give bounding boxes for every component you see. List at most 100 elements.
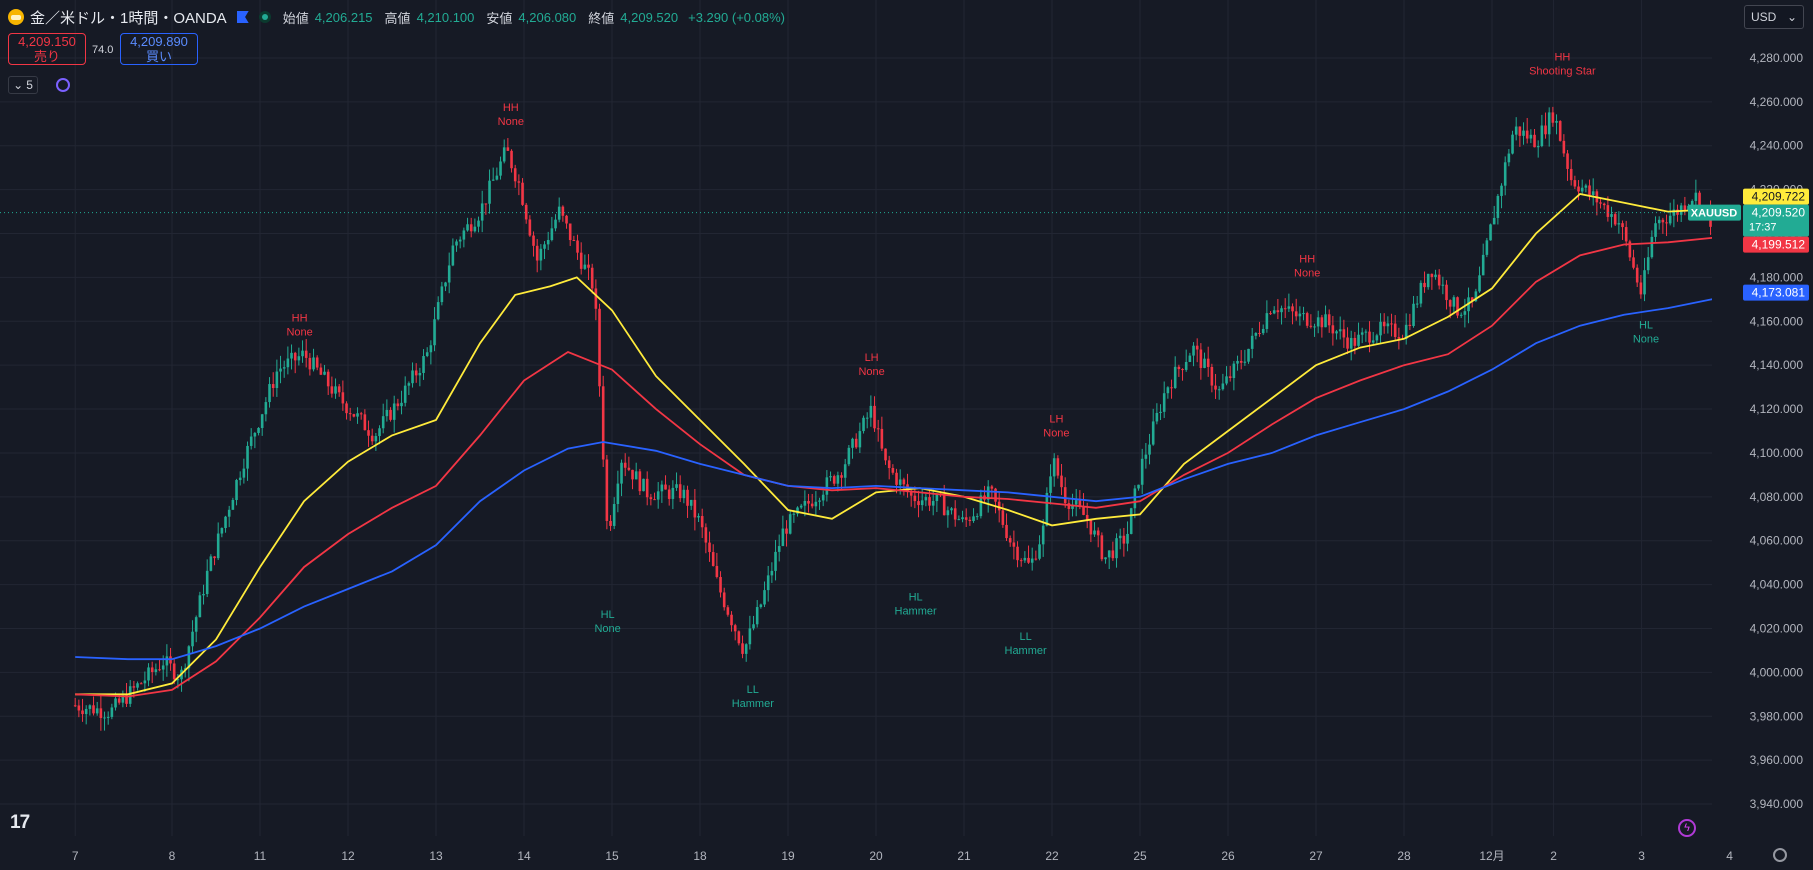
- candle-body: [418, 372, 422, 376]
- candle-body: [1621, 223, 1624, 228]
- buy-button[interactable]: 4,209.890 買い: [120, 33, 198, 65]
- candle-body: [1177, 366, 1181, 370]
- countdown-label: 17:37: [1749, 222, 1777, 234]
- candle-body: [792, 513, 796, 515]
- y-tick-label: 4,020.000: [1750, 622, 1804, 636]
- candle-body: [202, 594, 205, 596]
- candle-body: [396, 403, 400, 407]
- buy-label: 買い: [145, 49, 172, 64]
- candle-body: [840, 475, 843, 478]
- lightning-icon[interactable]: ϟ: [1678, 819, 1696, 837]
- candles: [73, 106, 1756, 731]
- candle-body: [1507, 153, 1511, 163]
- candle-body: [708, 542, 711, 553]
- candle-body: [704, 527, 708, 543]
- x-tick-label: 26: [1221, 849, 1235, 863]
- candle-body: [297, 356, 301, 361]
- candle-body: [172, 663, 176, 680]
- symbol-tag-bg: [1688, 204, 1741, 221]
- buy-price: 4,209.890: [130, 34, 188, 49]
- candle-body: [158, 669, 161, 671]
- candle-body: [341, 392, 345, 404]
- candle-body: [1580, 187, 1584, 192]
- tradingview-logo[interactable]: 17: [10, 812, 30, 834]
- candle-body: [957, 519, 961, 521]
- candle-body: [1463, 311, 1467, 315]
- candle-body: [664, 484, 667, 490]
- candle-body: [279, 368, 282, 372]
- candle-body: [1111, 550, 1115, 559]
- candle-body: [488, 180, 491, 204]
- candle-body: [1093, 530, 1096, 535]
- candle-body: [814, 501, 818, 507]
- candle-body: [433, 319, 436, 346]
- candle-body: [1536, 146, 1540, 148]
- candle-body: [1199, 349, 1203, 368]
- candle-body: [1602, 203, 1606, 206]
- candle-body: [1129, 508, 1133, 534]
- candle-body: [411, 370, 414, 384]
- candle-body: [1071, 504, 1074, 509]
- candle-body: [143, 680, 147, 684]
- indicators-toggle-button[interactable]: ⌄ 5: [8, 76, 38, 94]
- candle-body: [235, 480, 238, 501]
- indicator-sync-icon[interactable]: [56, 78, 70, 92]
- candle-body: [1217, 389, 1221, 391]
- candle-body: [1203, 358, 1206, 368]
- candle-body: [1544, 125, 1547, 135]
- candle-body: [378, 428, 381, 437]
- sell-button[interactable]: 4,209.150 売り: [8, 33, 86, 65]
- candle-body: [781, 528, 785, 547]
- candle-body: [1155, 412, 1159, 422]
- candle-body: [1533, 134, 1536, 148]
- x-tick-label: 11: [254, 849, 267, 863]
- candle-body: [825, 477, 829, 495]
- symbol-title[interactable]: 金／米ドル・1時間・OANDA: [30, 9, 227, 27]
- candle-body: [543, 244, 546, 249]
- candle-body: [686, 489, 689, 506]
- candle-body: [876, 428, 880, 430]
- currency-select[interactable]: USD ⌄: [1744, 5, 1804, 29]
- candle-body: [1188, 355, 1192, 362]
- candle-body: [1236, 360, 1239, 364]
- gear-icon[interactable]: [1773, 848, 1787, 862]
- candle-body: [246, 445, 249, 469]
- candle-body: [576, 240, 579, 253]
- candle-body: [216, 533, 220, 559]
- candle-body: [198, 595, 202, 618]
- candle-body: [1654, 223, 1657, 237]
- candle-body: [403, 385, 407, 403]
- candle-body: [367, 430, 370, 436]
- candle-body: [796, 507, 799, 514]
- candle-body: [1617, 223, 1621, 225]
- flag-icon[interactable]: [236, 11, 249, 23]
- candle-body: [1393, 323, 1397, 337]
- candle-body: [1643, 270, 1646, 295]
- candle-body: [979, 495, 983, 517]
- candle-body: [1624, 227, 1628, 242]
- x-tick-label: 4: [1726, 849, 1733, 863]
- candle-body: [902, 479, 906, 485]
- x-tick-label: 12月: [1479, 849, 1504, 863]
- candle-body: [741, 643, 744, 654]
- candle-body: [1082, 506, 1085, 515]
- candle-body: [909, 492, 913, 496]
- candle-body: [1529, 134, 1533, 139]
- candle-body: [238, 477, 242, 481]
- candle-body: [1085, 514, 1089, 520]
- candle-body: [1294, 311, 1298, 317]
- candle-body: [594, 288, 598, 309]
- candle-body: [1496, 195, 1500, 218]
- chevron-down-icon: ⌄: [1786, 10, 1797, 24]
- candle-body: [1254, 333, 1258, 336]
- candle-body: [81, 710, 84, 715]
- candle-body: [352, 414, 356, 417]
- pivot-labels: HH None HH None HL None LL Hammer LH None HL Hammer…: [286, 51, 1659, 709]
- high-value: 4,210.100: [416, 9, 475, 25]
- candle-body: [994, 488, 997, 502]
- candle-body: [565, 215, 568, 224]
- candle-body: [535, 245, 539, 261]
- open-value: 4,206.215: [314, 9, 373, 25]
- sell-price: 4,209.150: [18, 34, 76, 49]
